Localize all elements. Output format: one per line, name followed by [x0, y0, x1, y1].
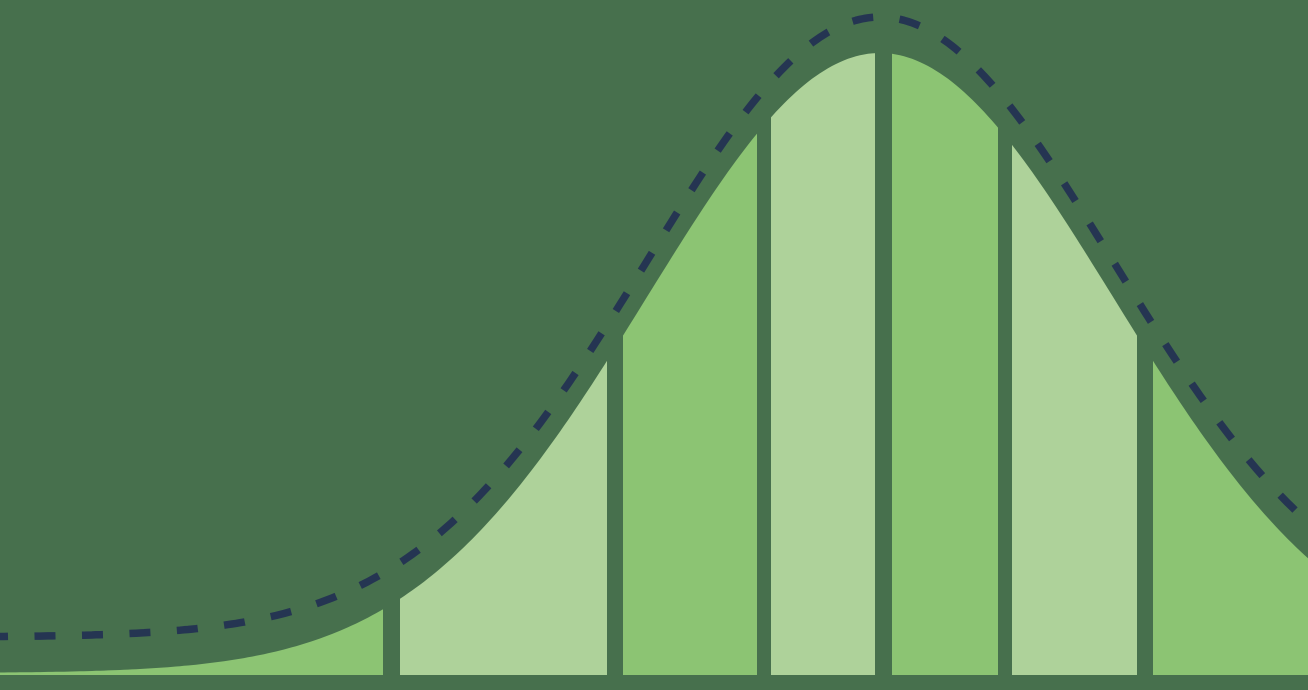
bell-segment-5-medium: [892, 53, 998, 675]
dashed-outline-curve: [0, 13, 1308, 641]
bell-segment-4-light: [771, 53, 875, 675]
